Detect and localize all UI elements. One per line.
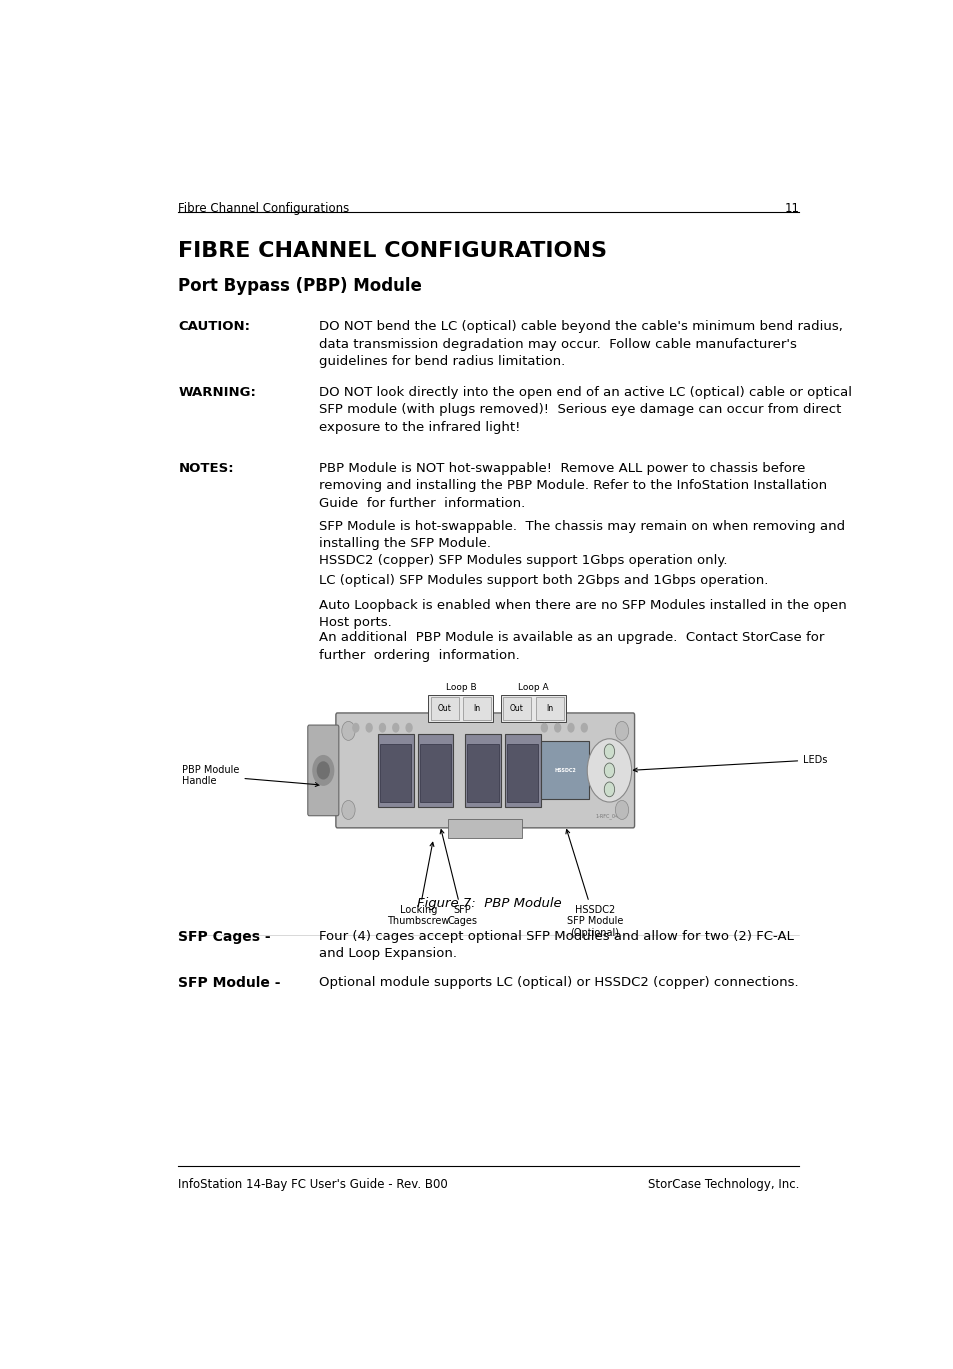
Text: DO NOT look directly into the open end of an active LC (optical) cable or optica: DO NOT look directly into the open end o… <box>318 386 851 434</box>
Text: NOTES:: NOTES: <box>178 461 233 475</box>
Circle shape <box>393 723 398 732</box>
Text: Figure 7:  PBP Module: Figure 7: PBP Module <box>416 897 560 910</box>
Circle shape <box>587 739 631 802</box>
Circle shape <box>554 723 560 732</box>
Text: LEDs: LEDs <box>633 754 826 772</box>
Circle shape <box>567 723 574 732</box>
Bar <box>541 742 589 799</box>
Bar <box>505 734 540 808</box>
Text: Locking
Thumbscrew: Locking Thumbscrew <box>387 842 450 927</box>
Text: FIBRE CHANNEL CONFIGURATIONS: FIBRE CHANNEL CONFIGURATIONS <box>178 241 607 261</box>
Text: WARNING:: WARNING: <box>178 386 256 398</box>
Bar <box>465 734 500 808</box>
Circle shape <box>313 756 334 786</box>
Text: SFP Cages -: SFP Cages - <box>178 930 271 943</box>
Text: HSSDC2
SFP Module
(Optional): HSSDC2 SFP Module (Optional) <box>565 830 622 938</box>
Text: PBP Module is NOT hot-swappable!  Remove ALL power to chassis before
removing an: PBP Module is NOT hot-swappable! Remove … <box>318 461 826 509</box>
Circle shape <box>341 801 355 820</box>
Bar <box>502 697 531 720</box>
Circle shape <box>317 763 329 779</box>
FancyBboxPatch shape <box>335 713 634 828</box>
Text: Fibre Channel Configurations: Fibre Channel Configurations <box>178 201 350 215</box>
Bar <box>462 697 491 720</box>
Bar <box>419 743 451 802</box>
Text: Out: Out <box>510 704 523 713</box>
Text: SFP Module is hot-swappable.  The chassis may remain on when removing and
instal: SFP Module is hot-swappable. The chassis… <box>318 519 844 550</box>
Text: In: In <box>545 704 553 713</box>
Bar <box>380 743 411 802</box>
Bar <box>417 734 453 808</box>
Text: Out: Out <box>437 704 451 713</box>
Circle shape <box>353 723 358 732</box>
Text: LC (optical) SFP Modules support both 2Gbps and 1Gbps operation.: LC (optical) SFP Modules support both 2G… <box>318 575 767 587</box>
Bar <box>535 697 563 720</box>
Bar <box>467 743 498 802</box>
Bar <box>377 734 413 808</box>
Circle shape <box>615 721 628 741</box>
Circle shape <box>603 743 614 758</box>
Circle shape <box>406 723 412 732</box>
Circle shape <box>603 782 614 797</box>
FancyBboxPatch shape <box>308 726 338 816</box>
Bar <box>448 820 521 838</box>
Text: Auto Loopback is enabled when there are no SFP Modules installed in the open
Hos: Auto Loopback is enabled when there are … <box>318 598 845 630</box>
Text: StorCase Technology, Inc.: StorCase Technology, Inc. <box>647 1179 799 1191</box>
Text: SFP
Cages: SFP Cages <box>439 830 476 927</box>
Text: SFP Module -: SFP Module - <box>178 976 280 990</box>
Circle shape <box>615 801 628 820</box>
Bar <box>428 695 493 723</box>
Text: Port Bypass (PBP) Module: Port Bypass (PBP) Module <box>178 277 422 296</box>
Text: 1-RFC_04: 1-RFC_04 <box>595 813 618 820</box>
Circle shape <box>580 723 587 732</box>
Bar <box>430 697 458 720</box>
Text: DO NOT bend the LC (optical) cable beyond the cable's minimum bend radius,
data : DO NOT bend the LC (optical) cable beyon… <box>318 320 841 368</box>
Text: InfoStation 14-Bay FC User's Guide - Rev. B00: InfoStation 14-Bay FC User's Guide - Rev… <box>178 1179 448 1191</box>
Bar <box>500 695 565 723</box>
Text: CAUTION:: CAUTION: <box>178 320 250 333</box>
Text: Loop B: Loop B <box>445 683 476 691</box>
Text: 11: 11 <box>783 201 799 215</box>
Circle shape <box>366 723 372 732</box>
Circle shape <box>341 721 355 741</box>
Circle shape <box>379 723 385 732</box>
Text: HSSDC2 (copper) SFP Modules support 1Gbps operation only.: HSSDC2 (copper) SFP Modules support 1Gbp… <box>318 554 726 567</box>
Text: PBP Module
Handle: PBP Module Handle <box>182 765 319 786</box>
Circle shape <box>603 763 614 778</box>
Circle shape <box>541 723 547 732</box>
Bar <box>507 743 537 802</box>
Text: HSSDC2: HSSDC2 <box>554 768 576 773</box>
Text: Four (4) cages accept optional SFP Modules and allow for two (2) FC-AL
and Loop : Four (4) cages accept optional SFP Modul… <box>318 930 793 960</box>
Text: In: In <box>473 704 480 713</box>
Text: Loop A: Loop A <box>517 683 548 691</box>
Text: An additional  PBP Module is available as an upgrade.  Contact StorCase for
furt: An additional PBP Module is available as… <box>318 631 823 661</box>
Text: Optional module supports LC (optical) or HSSDC2 (copper) connections.: Optional module supports LC (optical) or… <box>318 976 798 988</box>
